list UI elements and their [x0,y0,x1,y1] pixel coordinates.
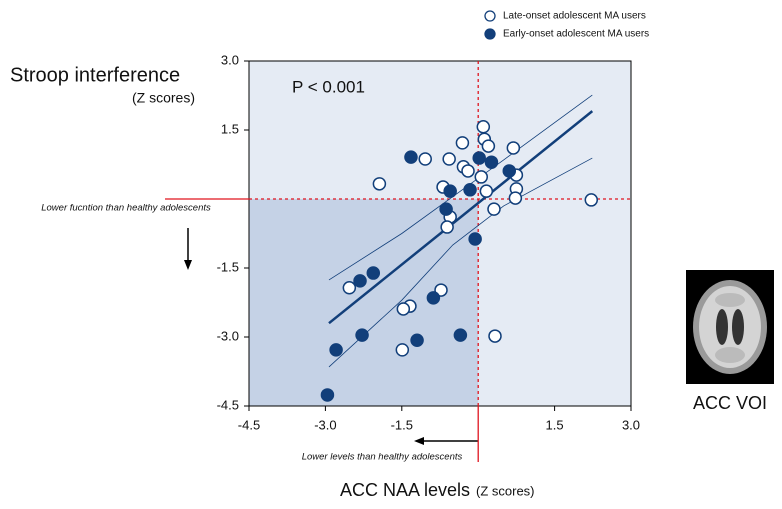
point [507,142,519,154]
x-note: Lower levels than healthy adolescents [302,452,463,463]
x-tick-label: 3.0 [622,417,640,432]
point [482,140,494,152]
point [321,389,333,401]
brain-image [686,270,774,384]
image-label: ACC VOI [693,393,767,413]
y-axis-unit: (Z scores) [132,90,195,106]
y-tick-label: -1.5 [217,259,239,274]
point [411,334,423,346]
point [440,203,452,215]
point [456,137,468,149]
legend-marker [485,29,495,39]
y-tick-label: -4.5 [217,397,239,412]
point [354,275,366,287]
point [477,121,489,133]
chart: Stroop interference (Z scores) Lower fuc… [0,0,782,504]
point [444,185,456,197]
y-axis-label: Stroop interference [10,64,180,86]
point [330,344,342,356]
x-tick-label: -1.5 [391,417,413,432]
point [441,221,453,233]
legend-label: Early-onset adolescent MA users [503,29,649,40]
point [475,171,487,183]
p-value: P < 0.001 [292,77,365,96]
point [367,267,379,279]
arrow-head [414,437,424,445]
point [488,203,500,215]
point [405,151,417,163]
point [462,165,474,177]
y-tick-label: 1.5 [221,121,239,136]
point [480,185,492,197]
point [356,329,368,341]
x-tick-label: 1.5 [546,417,564,432]
point [489,330,501,342]
x-tick-label: -3.0 [314,417,336,432]
x-tick-label: -4.5 [238,417,260,432]
point [373,178,385,190]
x-axis-unit: (Z scores) [476,483,535,498]
legend-label: Late-onset adolescent MA users [503,11,646,22]
x-axis-label: ACC NAA levels [340,480,470,500]
point [419,153,431,165]
point [343,282,355,294]
point [443,153,455,165]
y-note: Lower fucntion than healthy adolescents [41,203,211,214]
point [396,344,408,356]
point [473,152,485,164]
point [585,194,597,206]
y-tick-label: -3.0 [217,328,239,343]
point [485,156,497,168]
point [469,233,481,245]
point [397,303,409,315]
point [454,329,466,341]
point [427,292,439,304]
point [503,165,515,177]
arrow-head [184,260,192,270]
point [464,184,476,196]
legend-marker [485,11,495,21]
y-tick-label: 3.0 [221,52,239,67]
point [509,192,521,204]
